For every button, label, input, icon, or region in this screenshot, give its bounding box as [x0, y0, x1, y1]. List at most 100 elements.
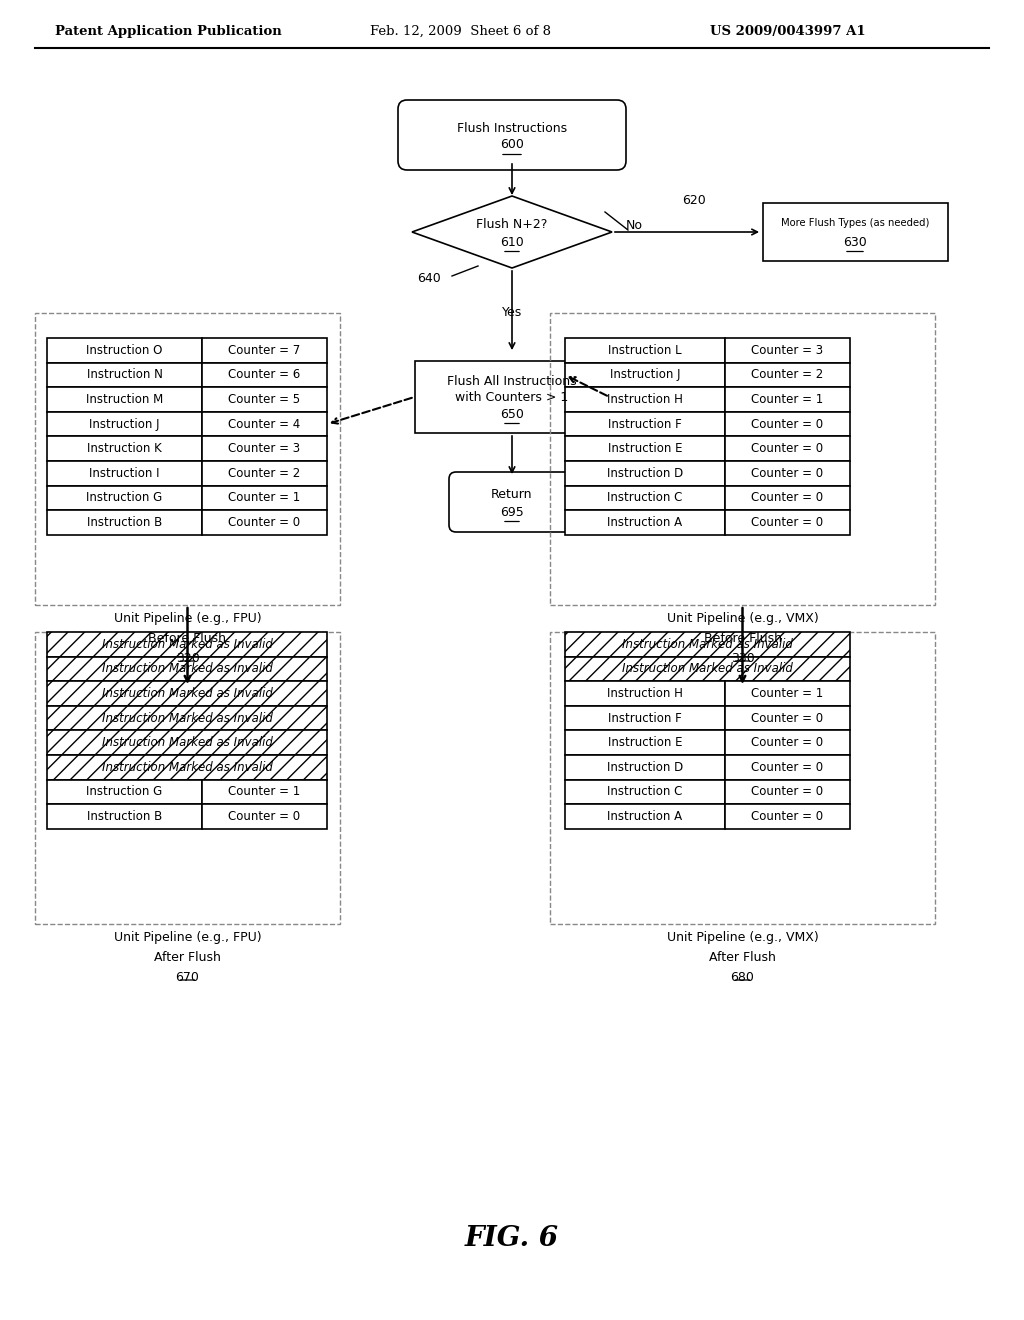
Bar — [47, 706, 327, 730]
Text: Counter = 0: Counter = 0 — [752, 491, 823, 504]
Text: Before Flush: Before Flush — [148, 632, 226, 645]
Text: Instruction N: Instruction N — [87, 368, 163, 381]
Bar — [47, 412, 202, 437]
Text: Instruction B: Instruction B — [87, 516, 162, 529]
FancyBboxPatch shape — [449, 473, 575, 532]
Bar — [202, 363, 327, 387]
Text: Unit Pipeline (e.g., FPU): Unit Pipeline (e.g., FPU) — [114, 931, 261, 944]
Bar — [725, 511, 850, 535]
Text: Counter = 1: Counter = 1 — [752, 393, 823, 407]
Text: Instruction Marked as Invalid: Instruction Marked as Invalid — [101, 737, 272, 750]
Text: Instruction K: Instruction K — [87, 442, 162, 455]
Bar — [565, 632, 850, 656]
Bar — [35, 313, 340, 605]
Text: Instruction C: Instruction C — [607, 785, 683, 799]
Text: Instruction F: Instruction F — [608, 711, 682, 725]
Text: Counter = 1: Counter = 1 — [228, 785, 301, 799]
Text: Counter = 5: Counter = 5 — [228, 393, 301, 407]
Bar — [565, 681, 725, 706]
Bar — [565, 656, 850, 681]
Text: 670: 670 — [175, 972, 200, 983]
Bar — [565, 486, 725, 511]
Bar — [725, 412, 850, 437]
Bar — [725, 363, 850, 387]
Bar — [415, 360, 609, 433]
Bar — [47, 437, 202, 461]
Bar — [202, 437, 327, 461]
Text: Instruction E: Instruction E — [608, 442, 682, 455]
Bar — [202, 338, 327, 363]
Text: Instruction G: Instruction G — [86, 491, 163, 504]
Text: Instruction F: Instruction F — [608, 417, 682, 430]
Bar — [725, 338, 850, 363]
Bar — [202, 412, 327, 437]
Bar — [47, 755, 327, 780]
Bar — [565, 730, 725, 755]
Bar — [565, 780, 725, 804]
Bar — [202, 780, 327, 804]
Text: Counter = 0: Counter = 0 — [752, 760, 823, 774]
Text: Feb. 12, 2009  Sheet 6 of 8: Feb. 12, 2009 Sheet 6 of 8 — [370, 25, 551, 38]
Bar — [565, 755, 725, 780]
Text: After Flush: After Flush — [154, 950, 221, 964]
Text: 640: 640 — [417, 272, 440, 285]
Text: Counter = 6: Counter = 6 — [228, 368, 301, 381]
Bar — [565, 412, 725, 437]
Text: Instruction B: Instruction B — [87, 810, 162, 822]
Text: Instruction Marked as Invalid: Instruction Marked as Invalid — [101, 638, 272, 651]
Bar — [202, 387, 327, 412]
Text: After Flush: After Flush — [709, 950, 776, 964]
Bar — [47, 632, 327, 656]
Bar — [47, 511, 202, 535]
Text: 695: 695 — [500, 506, 524, 519]
Bar — [725, 804, 850, 829]
Bar — [47, 363, 202, 387]
Text: FIG. 6: FIG. 6 — [465, 1225, 559, 1251]
Bar — [550, 313, 935, 605]
Bar — [725, 706, 850, 730]
Text: Counter = 1: Counter = 1 — [752, 686, 823, 700]
Text: Counter = 0: Counter = 0 — [752, 516, 823, 529]
Bar — [565, 706, 725, 730]
Text: Unit Pipeline (e.g., FPU): Unit Pipeline (e.g., FPU) — [114, 612, 261, 624]
Text: Instruction L: Instruction L — [608, 343, 682, 356]
Text: Counter = 0: Counter = 0 — [752, 711, 823, 725]
Text: Counter = 0: Counter = 0 — [752, 442, 823, 455]
Bar — [202, 486, 327, 511]
Text: 320: 320 — [176, 652, 200, 665]
Bar — [565, 387, 725, 412]
Bar — [565, 363, 725, 387]
Text: 650: 650 — [500, 408, 524, 421]
Text: Flush N+2?: Flush N+2? — [476, 218, 548, 231]
Bar — [47, 338, 202, 363]
Bar — [565, 461, 725, 486]
Text: Instruction M: Instruction M — [86, 393, 163, 407]
Text: Instruction J: Instruction J — [89, 417, 160, 430]
Text: Instruction C: Instruction C — [607, 491, 683, 504]
Text: Unit Pipeline (e.g., VMX): Unit Pipeline (e.g., VMX) — [667, 931, 818, 944]
Text: Instruction O: Instruction O — [86, 343, 163, 356]
Text: Counter = 1: Counter = 1 — [228, 491, 301, 504]
Text: Instruction J: Instruction J — [609, 368, 680, 381]
Text: Instruction I: Instruction I — [89, 467, 160, 479]
FancyBboxPatch shape — [398, 100, 626, 170]
Bar — [725, 755, 850, 780]
Text: Instruction Marked as Invalid: Instruction Marked as Invalid — [622, 663, 793, 676]
Text: 600: 600 — [500, 139, 524, 152]
Text: Instruction Marked as Invalid: Instruction Marked as Invalid — [101, 663, 272, 676]
Bar — [47, 804, 202, 829]
Text: 330: 330 — [731, 652, 755, 665]
Text: Counter = 0: Counter = 0 — [752, 467, 823, 479]
Bar — [47, 387, 202, 412]
Text: Before Flush: Before Flush — [703, 632, 781, 645]
Text: Instruction D: Instruction D — [607, 760, 683, 774]
Text: with Counters > 1: with Counters > 1 — [456, 392, 568, 404]
Text: Instruction Marked as Invalid: Instruction Marked as Invalid — [622, 638, 793, 651]
Text: US 2009/0043997 A1: US 2009/0043997 A1 — [710, 25, 865, 38]
Text: Flush Instructions: Flush Instructions — [457, 121, 567, 135]
Text: Counter = 0: Counter = 0 — [752, 737, 823, 750]
Bar — [725, 437, 850, 461]
Bar — [202, 461, 327, 486]
Bar — [35, 632, 340, 924]
Bar — [725, 486, 850, 511]
